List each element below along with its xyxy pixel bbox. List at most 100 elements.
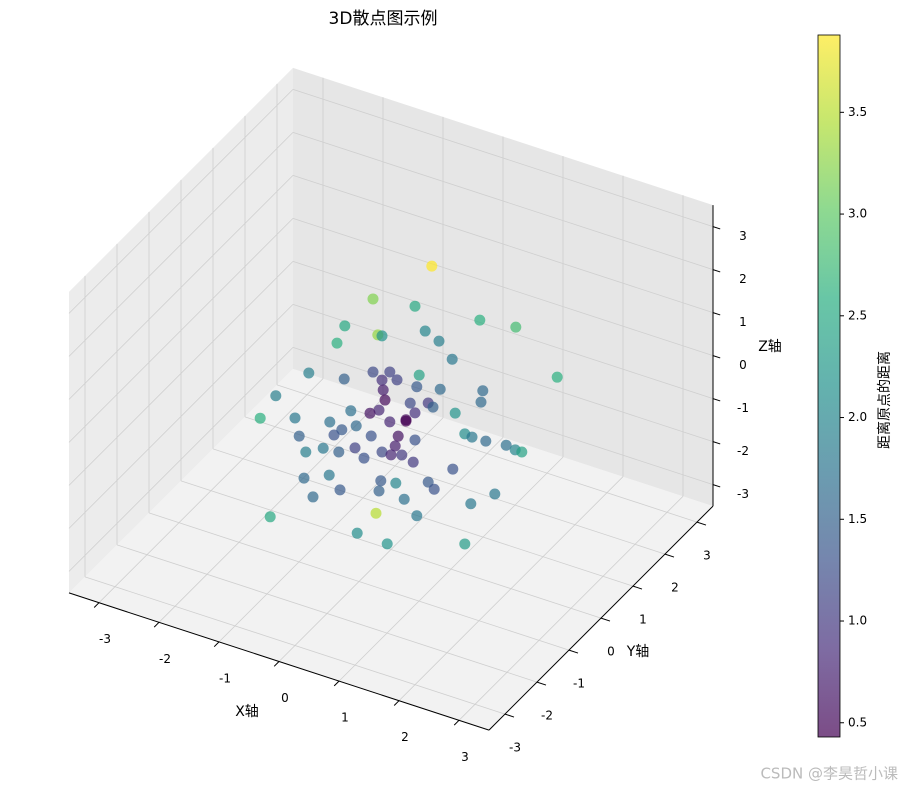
data-point	[370, 507, 382, 519]
grid-line	[292, 218, 714, 356]
colorbar-tick-label: 1.0	[848, 614, 867, 628]
colorbar-tick-label: 0.5	[848, 715, 867, 729]
z-tick-mark	[712, 269, 721, 273]
grid-line	[68, 218, 294, 443]
data-point	[367, 366, 379, 378]
colorbar	[818, 35, 840, 737]
data-point	[385, 449, 397, 461]
grid-line	[84, 576, 506, 715]
data-point	[384, 416, 396, 428]
data-point	[516, 446, 528, 458]
data-point	[331, 337, 343, 349]
colorbar-tick-label: 2.0	[848, 410, 867, 424]
data-point	[350, 420, 362, 432]
x-tick-mark	[213, 641, 220, 648]
colorbar-tick-label: 1.5	[848, 512, 867, 526]
data-point	[379, 394, 391, 406]
data-point	[333, 446, 345, 458]
watermark: CSDN @李昊哲小课	[760, 765, 898, 783]
data-point	[384, 366, 396, 378]
z-tick-label: 2	[739, 272, 747, 286]
x-tick-label: -2	[159, 652, 171, 666]
data-point	[466, 431, 478, 443]
data-point	[264, 511, 276, 523]
data-point	[480, 435, 492, 447]
grid-line	[148, 512, 570, 651]
data-point	[336, 424, 348, 436]
z-tick-label: -3	[737, 487, 749, 501]
data-point	[298, 472, 310, 484]
data-point	[365, 430, 377, 442]
grid-line	[292, 304, 714, 442]
data-point	[289, 412, 301, 424]
y-axis-line	[488, 505, 714, 731]
data-point	[376, 330, 388, 342]
y-tick-mark	[632, 585, 643, 590]
data-point	[381, 538, 393, 550]
data-point	[447, 463, 459, 475]
data-point	[358, 452, 370, 464]
z-tick-label: -1	[737, 401, 749, 415]
z-tick-label: -2	[737, 444, 749, 458]
grid-line	[180, 480, 602, 619]
data-point	[349, 442, 361, 454]
grid-line	[212, 448, 634, 587]
y-tick-label: 1	[639, 613, 647, 627]
grid-line	[68, 304, 294, 529]
data-point	[409, 434, 421, 446]
x-tick-mark	[93, 602, 100, 608]
data-point	[334, 484, 346, 496]
data-point	[364, 407, 376, 419]
data-point	[398, 493, 410, 505]
x-tick-mark	[453, 719, 460, 726]
x-tick-mark	[393, 700, 400, 706]
data-point	[428, 483, 440, 495]
data-point	[254, 412, 266, 424]
y-tick-label: 2	[671, 581, 679, 595]
data-point	[307, 491, 319, 503]
data-point	[293, 430, 305, 442]
grid-line	[116, 544, 538, 683]
data-point	[400, 415, 412, 427]
colorbar-tick-label: 3.0	[848, 207, 867, 221]
x-tick-label: 2	[401, 730, 409, 744]
data-point	[409, 300, 421, 312]
data-point	[375, 475, 387, 487]
data-point	[396, 449, 408, 461]
data-point	[465, 498, 477, 510]
z-axis-label: Z轴	[758, 339, 782, 355]
data-point	[426, 260, 438, 272]
data-point	[338, 373, 350, 385]
data-point	[376, 446, 388, 458]
data-point	[551, 371, 563, 383]
y-tick-label: -2	[541, 709, 553, 723]
x-axis-line	[68, 592, 490, 731]
y-tick-mark	[568, 649, 579, 654]
data-point	[411, 381, 423, 393]
data-point	[407, 456, 419, 468]
data-point	[477, 385, 489, 397]
data-point	[376, 374, 388, 386]
grid-line	[292, 347, 714, 485]
data-point	[392, 430, 404, 442]
x-tick-label: -1	[219, 671, 231, 685]
data-point	[500, 439, 512, 451]
data-point	[351, 527, 363, 539]
grid-line	[292, 89, 714, 227]
grid-line	[68, 261, 294, 486]
data-point	[373, 404, 385, 416]
data-point	[373, 485, 385, 497]
grid-line	[68, 175, 294, 400]
colorbar-tick-label: 2.5	[848, 308, 867, 322]
grid-line	[244, 416, 666, 555]
chart-title: 3D散点图示例	[329, 9, 438, 29]
z-tick-mark	[712, 441, 721, 445]
data-point	[449, 407, 461, 419]
data-point	[270, 390, 282, 402]
y-tick-label: -3	[509, 741, 521, 755]
grid-line	[68, 347, 294, 572]
grid-line	[292, 175, 714, 313]
data-point	[328, 429, 340, 441]
data-point	[404, 397, 416, 409]
